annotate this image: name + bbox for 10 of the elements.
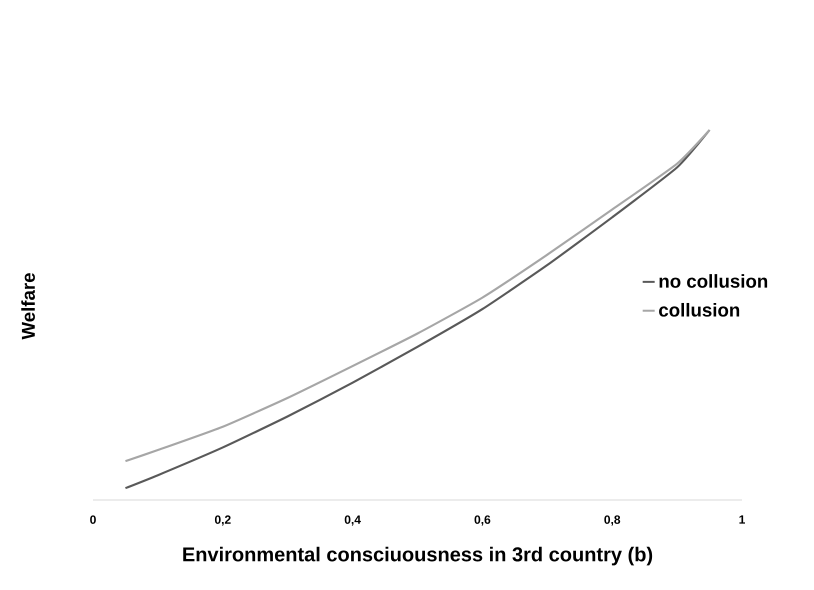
x-tick-label: 0,8 (604, 515, 620, 526)
x-tick-label: 0,2 (214, 515, 231, 526)
legend-label: collusion (659, 302, 740, 317)
x-axis-title: Environmental consciuousness in 3rd country (b) (183, 546, 652, 566)
y-axis-title: Welfare (21, 273, 35, 340)
x-tick-label: 0,6 (474, 515, 490, 526)
legend-label: no collusion (660, 274, 768, 288)
x-tick-label: 1 (739, 515, 746, 524)
x-tick-label: 0 (90, 515, 96, 524)
x-tick-label: 0,4 (344, 515, 361, 526)
